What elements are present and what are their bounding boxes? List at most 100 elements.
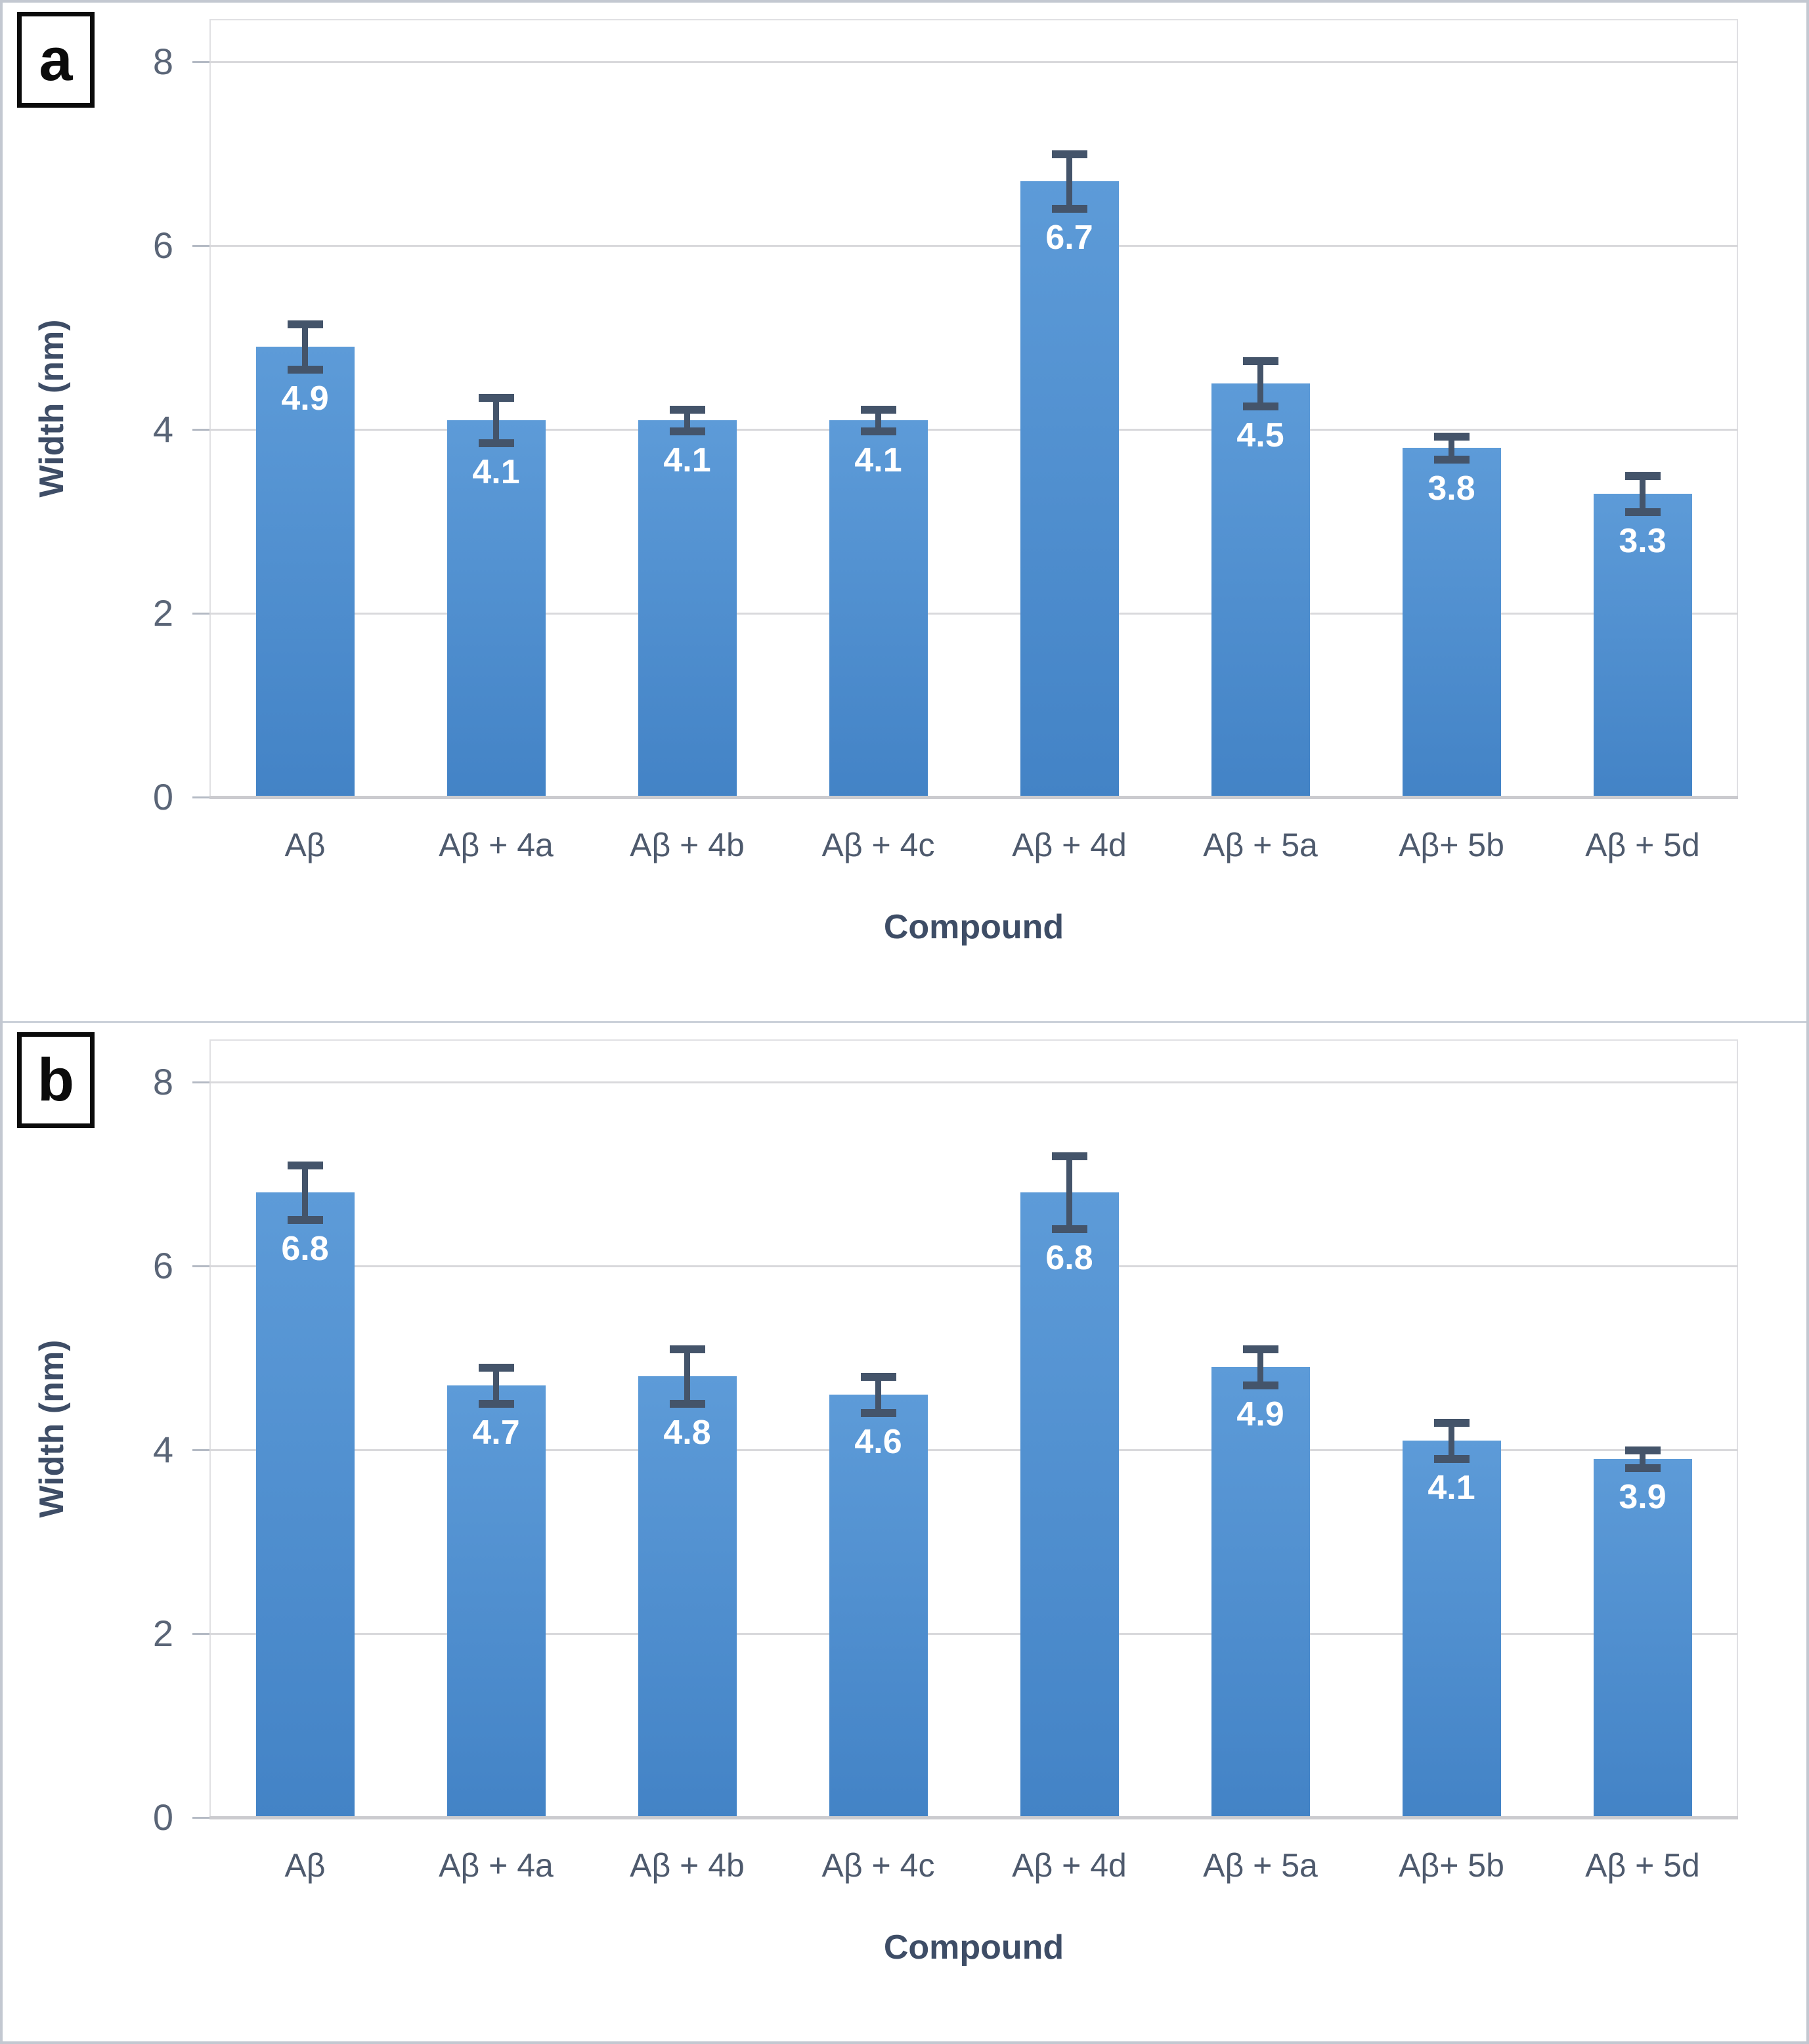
panel-a: a 0 2 4 6 8 4.9 Aβ 4.1 Aβ + 4a 4.1 Aβ + 4b 4.1 Aβ + …	[3, 3, 1806, 1023]
x-axis-line	[209, 1816, 1738, 1819]
x-tick-label: Aβ+ 5b	[1399, 1847, 1504, 1884]
y-tick-label: 0	[152, 1796, 173, 1838]
bar-value-label: 3.9	[1619, 1478, 1667, 1516]
error-bar-cap-bottom	[669, 1400, 705, 1408]
error-bar-cap-bottom	[1624, 508, 1661, 516]
gridline	[209, 613, 1738, 615]
x-tick-label: Aβ + 4d	[1012, 827, 1127, 863]
error-bar-cap-bottom	[478, 439, 514, 447]
bar-value-label: 4.6	[854, 1423, 902, 1461]
error-bar-cap-top	[1624, 472, 1661, 480]
x-tick-label: Aβ	[284, 1847, 326, 1884]
error-bar	[1640, 1450, 1646, 1468]
bar-Aβ+ 5b	[1402, 448, 1501, 797]
error-bar-cap-top	[287, 1162, 323, 1169]
y-tick-label: 2	[152, 1613, 173, 1654]
bar-Aβ + 5a	[1211, 1367, 1310, 1817]
error-bar-cap-bottom	[1051, 1225, 1087, 1233]
bar-Aβ + 4d	[1020, 181, 1119, 797]
error-bar-cap-bottom	[1051, 205, 1087, 213]
x-axis-title: Compound	[883, 908, 1064, 946]
bar-Aβ + 5a	[1211, 383, 1310, 797]
error-bar	[1449, 1422, 1454, 1459]
y-tick-label: 2	[152, 592, 173, 634]
plot-area	[209, 1039, 1738, 1819]
y-tick-mark	[192, 429, 209, 431]
error-bar-cap-bottom	[478, 1400, 514, 1408]
gridline	[209, 245, 1738, 247]
error-bar-cap-top	[1242, 357, 1278, 365]
error-bar	[302, 324, 308, 370]
error-bar-cap-bottom	[1242, 1381, 1278, 1389]
bar-value-label: 3.8	[1428, 469, 1475, 508]
bar-Aβ + 5d	[1593, 494, 1692, 797]
bar-Aβ+ 5b	[1402, 1441, 1501, 1817]
error-bar	[875, 409, 881, 431]
bar-value-label: 4.1	[854, 441, 902, 479]
panel-a-letter: a	[39, 26, 73, 93]
gridline	[209, 429, 1738, 431]
bar-value-label: 4.5	[1236, 416, 1284, 454]
panel-b-letter: b	[37, 1047, 75, 1114]
error-bar-cap-top	[1051, 150, 1087, 158]
bar-value-label: 3.3	[1619, 522, 1667, 560]
x-axis-title: Compound	[883, 1928, 1064, 1967]
error-bar-cap-top	[669, 1345, 705, 1353]
y-tick-label: 4	[152, 1429, 173, 1470]
bar-value-label: 4.8	[663, 1414, 711, 1452]
panel-a-label-box: a	[17, 12, 95, 108]
bar-Aβ + 4a	[447, 1385, 546, 1817]
y-tick-label: 6	[152, 1245, 173, 1286]
x-tick-label: Aβ + 4d	[1012, 1847, 1127, 1884]
error-bar	[1066, 154, 1072, 209]
bar-value-label: 6.8	[281, 1230, 329, 1268]
bar-Aβ + 4a	[447, 420, 546, 797]
gridline	[209, 61, 1738, 63]
y-tick-label: 8	[152, 1061, 173, 1102]
y-tick-mark	[192, 245, 209, 247]
x-tick-label: Aβ + 4b	[630, 1847, 745, 1884]
bar-value-label: 4.1	[663, 441, 711, 479]
bar-value-label: 6.8	[1045, 1239, 1093, 1277]
y-tick-label: 8	[152, 41, 173, 82]
bar-Aβ + 4d	[1020, 1192, 1119, 1817]
y-tick-mark	[192, 1817, 209, 1819]
error-bar	[1640, 475, 1646, 512]
error-bar	[493, 1367, 499, 1404]
plot-area	[209, 19, 1738, 798]
error-bar-cap-bottom	[1242, 402, 1278, 410]
error-bar-cap-top	[1433, 1419, 1470, 1427]
panel-b-label-box: b	[17, 1032, 95, 1128]
y-tick-mark	[192, 61, 209, 63]
error-bar-cap-top	[860, 1373, 896, 1381]
x-tick-label: Aβ + 5d	[1585, 1847, 1700, 1884]
error-bar	[875, 1376, 881, 1413]
y-tick-mark	[192, 1081, 209, 1083]
bar-Aβ + 4b	[638, 420, 737, 797]
error-bar-cap-bottom	[287, 366, 323, 374]
bar-value-label: 4.1	[1428, 1469, 1475, 1507]
error-bar-cap-top	[478, 1364, 514, 1372]
error-bar	[684, 409, 690, 431]
x-axis-line	[209, 796, 1738, 799]
bar-Aβ + 4c	[829, 420, 928, 797]
x-tick-label: Aβ	[284, 827, 326, 863]
error-bar-cap-bottom	[1624, 1464, 1661, 1472]
y-axis-title: Width (nm)	[33, 1339, 71, 1517]
error-bar	[302, 1165, 308, 1220]
bar-Aβ + 5d	[1593, 1459, 1692, 1817]
y-tick-mark	[192, 613, 209, 615]
gridline	[209, 1265, 1738, 1267]
error-bar-cap-bottom	[1433, 1455, 1470, 1463]
gridline	[209, 1081, 1738, 1083]
x-tick-label: Aβ + 5d	[1585, 827, 1700, 863]
gridline	[209, 1449, 1738, 1451]
x-tick-label: Aβ + 4c	[821, 1847, 935, 1884]
error-bar-cap-bottom	[860, 1409, 896, 1417]
error-bar	[493, 397, 499, 443]
y-tick-mark	[192, 1633, 209, 1635]
error-bar-cap-top	[1433, 432, 1470, 441]
y-tick-label: 0	[152, 776, 173, 817]
bar-value-label: 4.9	[1236, 1395, 1284, 1433]
